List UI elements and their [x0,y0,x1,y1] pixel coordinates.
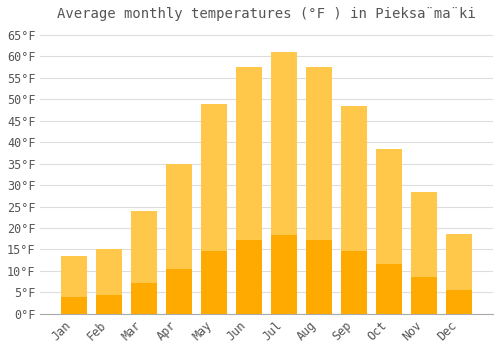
Bar [411,277,438,314]
Bar [61,296,87,314]
Bar [166,269,192,314]
Bar [306,67,332,314]
Title: Average monthly temperatures (°F ) in Pieksämäki: Average monthly temperatures (°F ) in Pi… [58,7,476,21]
Bar [376,149,402,314]
Bar [131,283,157,314]
Bar [166,164,192,314]
Bar [131,211,157,314]
Bar [236,240,262,314]
Bar [201,104,228,314]
Bar [96,295,122,314]
Bar [271,52,297,314]
Bar [271,235,297,314]
Bar [446,234,472,314]
Bar [61,256,87,314]
Bar [341,251,367,314]
Bar [446,290,472,314]
Bar [411,191,438,314]
Bar [201,251,228,314]
Bar [376,264,402,314]
Bar [96,250,122,314]
Bar [236,67,262,314]
Bar [306,240,332,314]
Bar [341,106,367,314]
